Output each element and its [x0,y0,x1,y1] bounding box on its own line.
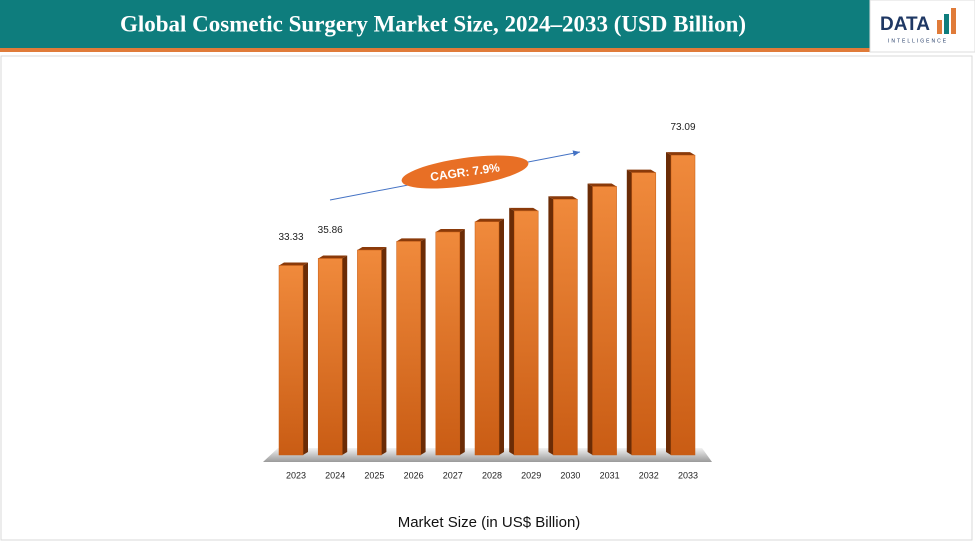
cagr-ellipse [401,155,529,189]
bar-top [318,255,348,259]
bar-front [592,186,617,456]
x-tick-label: 2027 [443,470,463,480]
x-tick-label: 2023 [286,470,306,480]
x-tick-label: 2024 [325,470,345,480]
x-tick-label: 2032 [639,470,659,480]
bar [587,183,617,456]
bar-front [513,210,539,456]
bar-front [278,265,304,456]
bar-side [459,228,465,455]
bar [435,228,465,456]
bar-front [396,241,421,456]
bar-front [357,249,382,456]
chart-frame [0,55,973,541]
x-tick-label: 2026 [404,470,424,480]
logo-text: DATA [880,14,930,35]
bar-side [303,262,308,455]
bar-front [670,154,696,456]
bar-front [435,231,461,456]
bar-front [631,172,657,456]
bar [357,247,387,456]
bar-side [509,207,515,455]
bar-side [499,218,504,455]
bar [317,255,348,456]
page-title: Global Cosmetic Surgery Market Size, 202… [120,11,746,36]
logo-icon [944,14,949,34]
logo-icon [937,20,942,34]
bar-top [435,228,465,232]
logo-icon [951,8,956,34]
bar-top [587,183,617,187]
bar-top [509,207,539,211]
data-label: 33.33 [278,232,303,243]
bar-top [357,247,387,251]
bar-top [666,152,695,156]
bar-top [548,196,578,200]
bar-side [420,238,426,455]
bar-top [396,238,426,242]
bar-front [317,258,343,456]
header-rule [0,48,870,52]
x-axis-title: Market Size (in US$ Billion) [398,514,581,531]
bar-side [626,169,632,455]
bar-top [279,262,308,266]
x-tick-label: 2033 [678,470,698,480]
bar-front [474,221,500,456]
x-tick-label: 2031 [600,470,620,480]
header-bar [0,0,870,48]
bar [396,238,426,456]
bar-side [342,255,348,455]
bar-side [666,152,671,456]
bar-top [626,169,656,173]
bar [278,262,308,456]
bar [626,169,657,456]
bar-front [553,198,578,456]
bar-side [548,196,554,455]
bar [509,207,539,456]
x-tick-label: 2029 [521,470,541,480]
data-label: 73.09 [670,122,695,133]
bar [666,152,696,456]
bar [474,218,504,456]
logo-subtext: INTELLIGENCE [888,38,948,44]
bar [548,196,578,456]
x-tick-label: 2025 [364,470,384,480]
bar-side [587,183,593,455]
x-tick-label: 2030 [560,470,580,480]
logo-box [869,0,975,53]
x-tick-label: 2028 [482,470,502,480]
data-label: 35.86 [318,225,343,236]
bar-top [475,218,504,222]
bar-side [381,247,387,455]
